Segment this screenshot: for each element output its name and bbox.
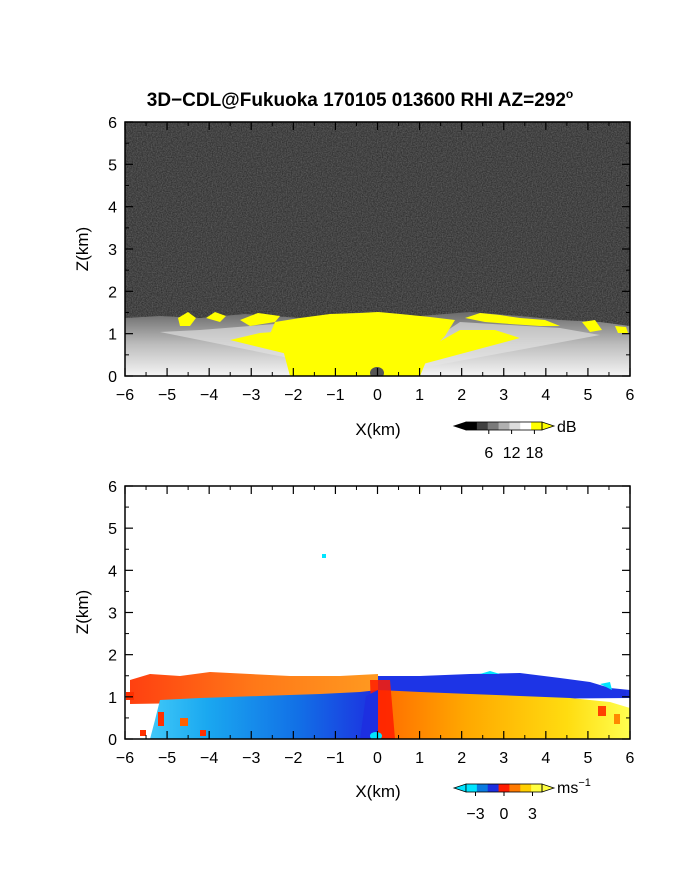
intensity-ylabel: Z(km) bbox=[73, 227, 92, 271]
velocity-colorbar: −3 0 3 bbox=[452, 783, 556, 823]
intensity-colorbar-segment bbox=[498, 422, 510, 430]
intensity-colorbar-segment bbox=[520, 422, 532, 430]
intensity-xtick-label: 4 bbox=[541, 387, 550, 404]
intensity-ytick-label: 6 bbox=[108, 115, 117, 132]
velocity-ylabel: Z(km) bbox=[73, 590, 92, 634]
intensity-colorbar-segment bbox=[476, 422, 489, 430]
velocity-xlabel: X(km) bbox=[355, 782, 400, 801]
intensity-colorbar-segment bbox=[466, 422, 478, 430]
velocity-xtick-label: 4 bbox=[541, 750, 550, 767]
velocity-field bbox=[125, 486, 630, 739]
intensity-xtick-label: 2 bbox=[457, 387, 466, 404]
velocity-panel: −6 −5 −4 −3 −2 −1 0 1 2 3 4 5 6 0 1 2 3 4 5 6 X(km) Z(km) −… bbox=[73, 479, 635, 823]
velocity-xtick-label: −6 bbox=[116, 750, 134, 767]
intensity-colorbar-arrow-right bbox=[541, 421, 556, 431]
intensity-xtick-label: −5 bbox=[158, 387, 176, 404]
velocity-xtick-label: 2 bbox=[457, 750, 466, 767]
intensity-ytick-label: 5 bbox=[108, 157, 117, 174]
intensity-xtick-label: 1 bbox=[415, 387, 424, 404]
intensity-colorbar-frame bbox=[465, 421, 543, 431]
velocity-xtick-label: 6 bbox=[626, 750, 635, 767]
intensity-ytick-label: 2 bbox=[108, 284, 117, 301]
intensity-ytick-label: 4 bbox=[108, 200, 117, 217]
velocity-colorbar-segment bbox=[509, 784, 521, 792]
intensity-colorbar-unit: dB bbox=[557, 419, 577, 436]
velocity-ytick-label: 4 bbox=[108, 563, 117, 580]
velocity-colorbar-segment bbox=[520, 784, 532, 792]
intensity-ytick-label: 1 bbox=[108, 327, 117, 344]
intensity-colorbar-arrow-left bbox=[452, 421, 467, 431]
intensity-xtick-label: −2 bbox=[284, 387, 302, 404]
velocity-xtick-label: −3 bbox=[242, 750, 260, 767]
velocity-xtick-label: −5 bbox=[158, 750, 176, 767]
intensity-field bbox=[125, 122, 630, 376]
velocity-xtick-label: 5 bbox=[583, 750, 592, 767]
velocity-ytick-label: 1 bbox=[108, 690, 117, 707]
velocity-colorbar-segment bbox=[476, 784, 489, 792]
velocity-colorbar-segment bbox=[531, 784, 543, 792]
velocity-xtick-label: −2 bbox=[284, 750, 302, 767]
intensity-xtick-label: 3 bbox=[499, 387, 508, 404]
velocity-ytick-label: 3 bbox=[108, 606, 117, 623]
velocity-colorbar-tick-label: 3 bbox=[528, 806, 537, 823]
velocity-ytick-label: 5 bbox=[108, 521, 117, 538]
velocity-colorbar-segment bbox=[466, 784, 478, 792]
intensity-colorbar-tick-label: 6 bbox=[484, 445, 493, 462]
intensity-xtick-label: 0 bbox=[373, 387, 382, 404]
velocity-xtick-label: 3 bbox=[499, 750, 508, 767]
velocity-xtick-label: 1 bbox=[415, 750, 424, 767]
velocity-xtick-label: −4 bbox=[200, 750, 218, 767]
velocity-ytick-label: 2 bbox=[108, 648, 117, 665]
velocity-colorbar-tick-label: 0 bbox=[500, 806, 509, 823]
intensity-colorbar-tick-label: 12 bbox=[503, 445, 521, 462]
intensity-colorbar-segment bbox=[531, 422, 543, 430]
velocity-xtick-label: 0 bbox=[373, 750, 382, 767]
intensity-ytick-label: 3 bbox=[108, 242, 117, 259]
intensity-xtick-label: −1 bbox=[326, 387, 344, 404]
intensity-colorbar-segment bbox=[487, 422, 500, 430]
intensity-colorbar: 6 12 18 bbox=[452, 421, 556, 462]
velocity-colorbar-segment bbox=[498, 784, 510, 792]
chart-title: 3D−CDL@Fukuoka 170105 013600 RHI AZ=292o bbox=[147, 87, 574, 111]
velocity-colorbar-segment bbox=[487, 784, 500, 792]
intensity-xtick-label: −6 bbox=[116, 387, 134, 404]
intensity-xtick-label: 5 bbox=[583, 387, 592, 404]
intensity-xtick-label: 6 bbox=[626, 387, 635, 404]
velocity-xtick-label: −1 bbox=[326, 750, 344, 767]
velocity-colorbar-tick-label: −3 bbox=[466, 806, 484, 823]
velocity-colorbar-unit: ms−1 bbox=[557, 777, 591, 797]
velocity-colorbar-arrow-left bbox=[452, 783, 467, 793]
velocity-ytick-label: 6 bbox=[108, 479, 117, 496]
intensity-colorbar-segment bbox=[509, 422, 521, 430]
velocity-ytick-label: 0 bbox=[108, 732, 117, 749]
intensity-colorbar-tick-label: 18 bbox=[526, 445, 544, 462]
intensity-xtick-label: −3 bbox=[242, 387, 260, 404]
intensity-xtick-label: −4 bbox=[200, 387, 218, 404]
velocity-colorbar-arrow-right bbox=[541, 783, 556, 793]
intensity-ytick-label: 0 bbox=[108, 369, 117, 386]
intensity-xlabel: X(km) bbox=[355, 420, 400, 439]
